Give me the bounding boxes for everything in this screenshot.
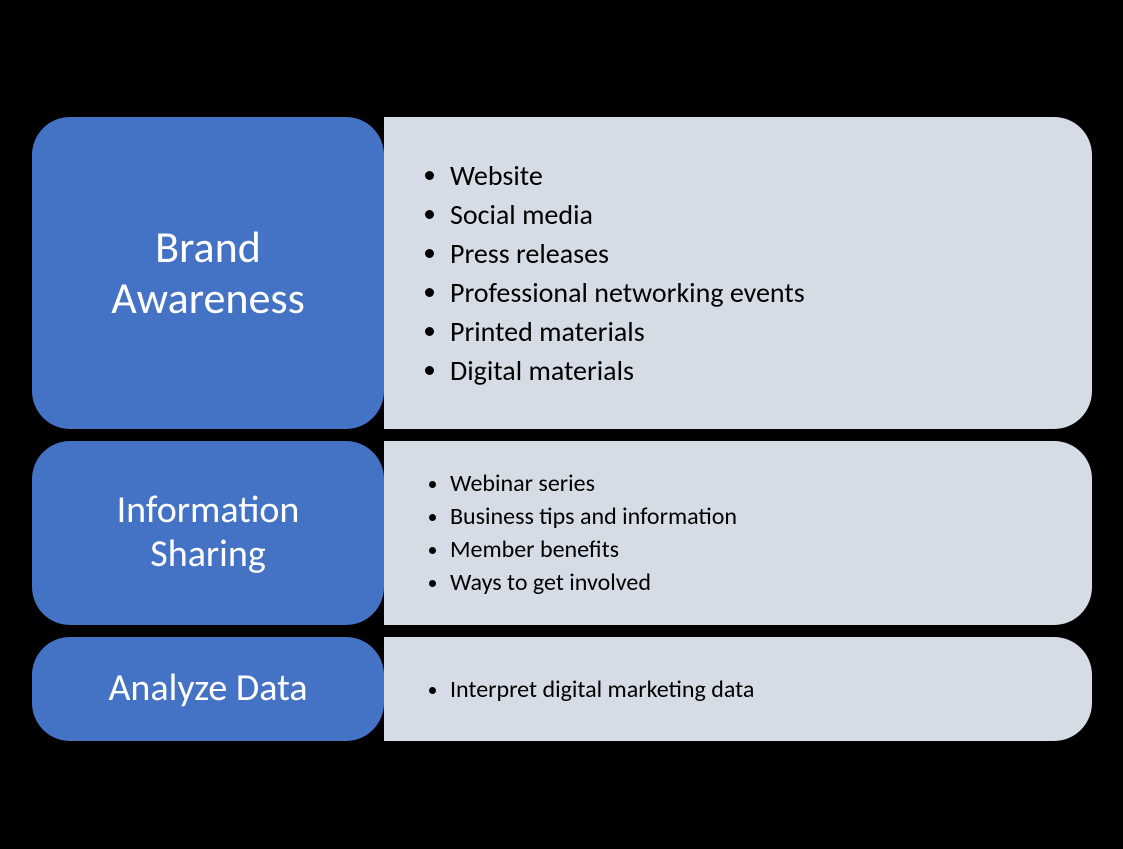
category-label-line1: Analyze Data: [108, 665, 307, 711]
category-label-information-sharing: Information Sharing: [32, 441, 384, 625]
category-content-analyze-data: Interpret digital marketing data: [384, 637, 1092, 741]
category-label-brand-awareness: Brand Awareness: [32, 117, 384, 429]
list-item: Printed materials: [450, 312, 1092, 351]
category-label-line2: Sharing: [150, 531, 265, 577]
diagram-row: Brand Awareness Website Social media Pre…: [32, 117, 1092, 429]
category-label-line2: Awareness: [111, 271, 305, 325]
list-item: Press releases: [450, 234, 1092, 273]
diagram-row: Analyze Data Interpret digital marketing…: [32, 637, 1092, 741]
category-label-line1: Information: [117, 487, 300, 533]
list-item: Webinar series: [450, 467, 1092, 500]
diagram-row: Information Sharing Webinar series Busin…: [32, 441, 1092, 625]
diagram-container: Brand Awareness Website Social media Pre…: [32, 117, 1092, 741]
list-item: Interpret digital marketing data: [450, 673, 1092, 706]
list-item: Digital materials: [450, 351, 1092, 390]
category-content-brand-awareness: Website Social media Press releases Prof…: [384, 117, 1092, 429]
list-item: Business tips and information: [450, 500, 1092, 533]
list-item: Professional networking events: [450, 273, 1092, 312]
category-content-information-sharing: Webinar series Business tips and informa…: [384, 441, 1092, 625]
category-label-analyze-data: Analyze Data: [32, 637, 384, 741]
category-label-line1: Brand: [155, 220, 261, 274]
list-item: Website: [450, 156, 1092, 195]
list-item: Member benefits: [450, 533, 1092, 566]
list-item: Ways to get involved: [450, 566, 1092, 599]
list-item: Social media: [450, 195, 1092, 234]
